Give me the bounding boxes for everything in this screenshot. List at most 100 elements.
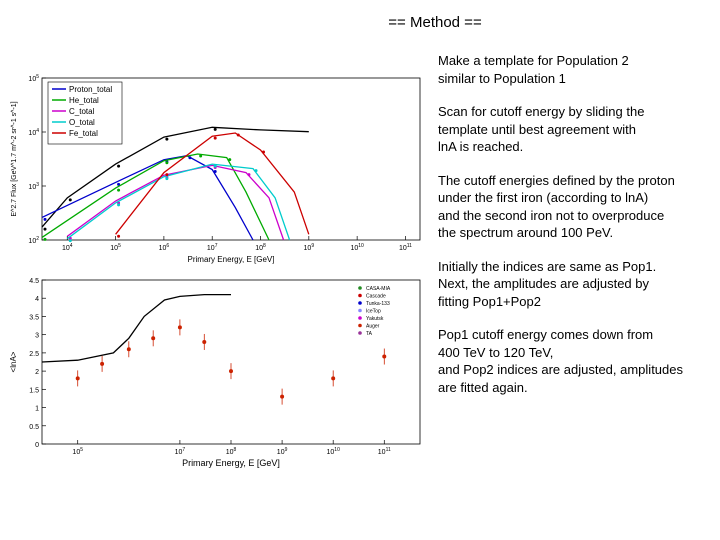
- series-line-c_total: [66, 164, 285, 241]
- data-point: [151, 336, 156, 341]
- legend-marker: [358, 316, 362, 320]
- x-tick-label: 108: [255, 243, 266, 252]
- data-point: [68, 239, 72, 243]
- note-1: Make a template for Population 2 similar…: [438, 53, 629, 86]
- data-point: [177, 325, 182, 330]
- data-point: [117, 188, 121, 192]
- data-point: [165, 173, 169, 177]
- data-point: [43, 217, 47, 221]
- data-point: [165, 137, 169, 141]
- data-point: [236, 133, 240, 137]
- x-tick-label: 105: [72, 447, 83, 456]
- legend-label: Proton_total: [69, 85, 112, 94]
- data-point: [43, 227, 47, 231]
- x-tick-label: 104: [62, 243, 73, 252]
- data-point: [202, 339, 207, 344]
- legend-label: He_total: [69, 96, 99, 105]
- y-tick-label: 4: [35, 296, 39, 303]
- legend-label: IceTop: [366, 309, 381, 315]
- legend-marker: [358, 286, 362, 290]
- data-point: [247, 173, 251, 177]
- data-point: [213, 136, 217, 140]
- y-tick-label: 0.5: [29, 424, 39, 431]
- y-tick-label: 1: [35, 406, 39, 413]
- data-point: [165, 177, 169, 181]
- data-point: [117, 203, 121, 207]
- y-tick-label: 3: [35, 333, 39, 340]
- data-point: [229, 369, 233, 374]
- lna-figure: 105 107 108 109 1010 1011 0 0.5 1 1.5 2 2.5 3 3.5 4 4.5…: [2, 274, 430, 470]
- y-tick-label: 2.5: [29, 351, 39, 358]
- note-3: The cutoff energies defined by the proto…: [438, 172, 675, 241]
- method-notes: Make a template for Population 2 similar…: [438, 52, 718, 412]
- data-point: [331, 376, 336, 381]
- data-point: [117, 182, 121, 186]
- y-tick-label: 102: [28, 236, 39, 245]
- y-tick-label: 105: [28, 74, 39, 83]
- y-tick-label: 4.5: [29, 278, 39, 285]
- y-axis-label: <lnA>: [9, 351, 18, 372]
- data-point: [117, 234, 121, 238]
- series-line-fe_total: [115, 132, 310, 235]
- legend-marker: [358, 323, 362, 328]
- legend-marker: [358, 308, 362, 313]
- spectrum-chart: 104 105 106 107 108 109 1010 1011 102 103 104 105 Pr…: [11, 74, 421, 264]
- data-point: [213, 127, 217, 131]
- y-axis-label: E^2.7 Flux [GeV^1.7 m^-2 sr^-1 s^-1]: [11, 101, 18, 216]
- data-point: [213, 169, 217, 173]
- plot-frame: [41, 279, 421, 445]
- legend-label: TA: [366, 331, 373, 337]
- x-tick-label: 106: [159, 243, 170, 252]
- x-tick-label: 1010: [327, 447, 341, 456]
- x-axis-label: Primary Energy, E [GeV]: [188, 255, 275, 264]
- y-tick-label: 1.5: [29, 387, 39, 394]
- data-point: [165, 161, 169, 165]
- legend-marker: [358, 301, 362, 305]
- x-tick-label: 107: [175, 447, 186, 456]
- x-tick-label: 109: [277, 447, 288, 456]
- legend-marker: [358, 331, 362, 335]
- spectrum-figure: 104 105 106 107 108 109 1010 1011 102 103 104 105 Pr…: [2, 72, 430, 266]
- slide-title: == Method ==: [0, 14, 720, 31]
- data-point: [280, 394, 285, 399]
- y-tick-label: 104: [28, 128, 39, 137]
- slide-title-text: == Method ==: [388, 14, 482, 31]
- series-line-total: [41, 126, 309, 228]
- legend-label: O_total: [69, 118, 95, 127]
- y-tick-label: 103: [28, 182, 39, 191]
- lna-chart: 105 107 108 109 1010 1011 0 0.5 1 1.5 2 2.5 3 3.5 4 4.5…: [9, 278, 421, 468]
- data-point: [75, 376, 80, 381]
- data-point: [126, 347, 131, 352]
- legend: Proton_total He_total C_total O_total Fe_tot…: [47, 81, 123, 145]
- data-point: [228, 158, 232, 162]
- legend-label: Tunka-133: [366, 301, 390, 307]
- data-point: [43, 237, 47, 241]
- legend-label: C_total: [69, 107, 95, 116]
- x-tick-label: 105: [110, 243, 121, 252]
- legend-label: Cascade: [366, 294, 386, 300]
- legend-label: CASA-MIA: [366, 286, 391, 292]
- y-tick-label: 2: [35, 369, 39, 376]
- y-tick-label: 0: [35, 442, 39, 449]
- note-4: Initially the indices are same as Pop1. …: [438, 258, 657, 309]
- model-line: [41, 293, 231, 363]
- x-axis-label: Primary Energy, E [GeV]: [182, 458, 280, 468]
- legend-label: Yakutsk: [366, 316, 384, 322]
- note-5: Pop1 cutoff energy comes down from 400 T…: [438, 327, 683, 395]
- data-point: [100, 361, 105, 366]
- x-tick-label: 109: [304, 243, 315, 252]
- y-tick-label: 3.5: [29, 314, 39, 321]
- data-point: [117, 164, 121, 168]
- x-tick-label: 1011: [399, 243, 412, 252]
- legend-marker: [358, 293, 362, 298]
- data-point: [188, 156, 192, 160]
- data-point: [254, 169, 258, 173]
- legend-label: Fe_total: [69, 129, 98, 138]
- x-tick-label: 1011: [378, 447, 391, 456]
- series-line-he_total: [41, 153, 270, 241]
- data-point: [213, 164, 217, 168]
- legend-label: Auger: [366, 324, 380, 330]
- x-tick-label: 108: [226, 447, 237, 456]
- note-2: Scan for cutoff energy by sliding the te…: [438, 104, 645, 154]
